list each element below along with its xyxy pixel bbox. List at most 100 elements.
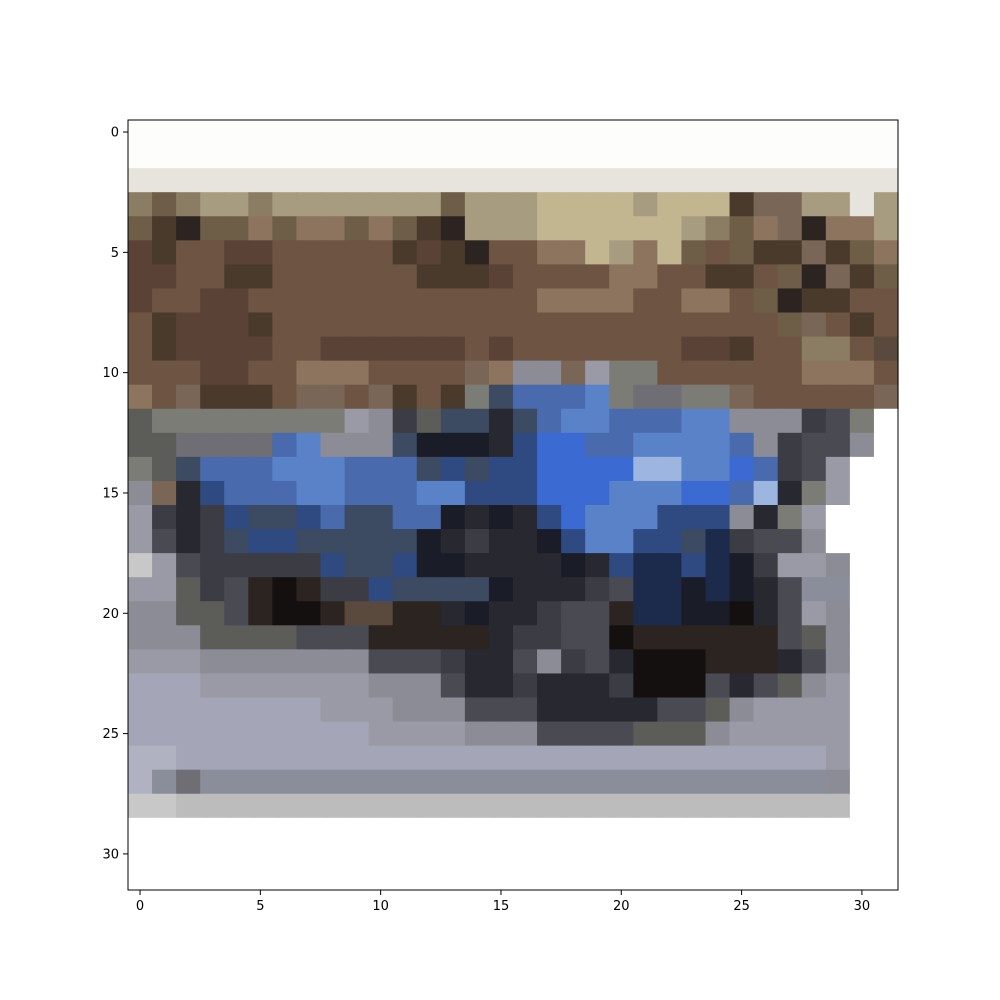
pixel [729,360,755,386]
pixel [392,192,418,217]
pixel [585,456,610,482]
pixel [224,336,249,362]
pixel [392,432,418,458]
pixel [320,456,346,482]
pixel [440,745,466,771]
pixel [392,817,418,843]
pixel [849,144,875,169]
pixel [320,625,346,650]
pixel [296,769,322,795]
pixel [416,553,442,578]
pixel [152,432,177,458]
pixel [873,721,899,747]
pixel [128,649,153,675]
pixel [248,649,273,675]
pixel [849,865,875,891]
pixel [825,673,851,699]
pixel [320,841,346,867]
pixel [368,480,394,506]
pixel [488,649,514,675]
y-axis: 0 5 10 15 20 25 30 [102,126,128,862]
pixel [224,649,249,675]
pixel [657,649,683,675]
pixel [729,793,755,819]
pixel [488,745,514,771]
pixel [176,192,201,217]
pixel [248,817,273,843]
pixel [657,360,683,386]
pixel [705,553,731,578]
pixel [561,817,586,843]
pixel [849,216,875,241]
pixel [537,456,562,482]
pixel [585,649,610,675]
pixel [849,625,875,650]
pixel [344,601,370,626]
pixel [200,769,225,795]
pixel [753,456,779,482]
pixel [296,601,322,626]
pixel [248,697,273,723]
pixel [609,336,634,362]
pixel [344,192,370,217]
pixel [609,577,634,602]
pixel [320,529,346,554]
pixel [753,601,779,626]
pixel [200,384,225,410]
pixel [128,577,153,602]
pixel [368,144,394,169]
pixel [705,456,731,482]
pixel [128,432,153,458]
pixel [705,360,731,386]
pixel [825,384,851,410]
pixel [777,288,803,314]
pixel [440,240,466,265]
pixel [224,216,249,241]
pixel [681,817,707,843]
pixel [128,721,153,747]
pixel [296,456,322,482]
pixel [128,769,153,795]
pixel-image [128,120,899,891]
pixel [296,529,322,554]
pixel [416,529,442,554]
pixel [873,384,899,410]
pixel [849,264,875,290]
pixel [825,360,851,386]
pixel [681,649,707,675]
pixel [176,120,201,145]
pixel [849,480,875,506]
pixel [200,529,225,554]
axes-frame [127,119,899,891]
pixel [128,505,153,530]
pixel [224,264,249,290]
pixel [464,312,490,338]
pixel [224,721,249,747]
pixel [537,697,562,723]
pixel [657,432,683,458]
pixel [873,288,899,314]
y-tick-label: 25 [102,727,119,742]
pixel [440,649,466,675]
pixel [753,769,779,795]
pixel [561,865,586,891]
pixel [464,456,490,482]
pixel [368,625,394,650]
pixel [488,216,514,241]
pixel [825,480,851,506]
pixel [681,865,707,891]
pixel [849,240,875,265]
pixel [657,601,683,626]
pixel [440,480,466,506]
pixel [272,505,298,530]
pixel [849,673,875,699]
pixel [248,529,273,554]
pixel [152,264,177,290]
pixel [873,168,899,193]
pixel [873,144,899,169]
pixel [633,432,658,458]
pixel [152,697,177,723]
pixel [272,793,298,819]
pixel [200,336,225,362]
pixel [705,168,731,193]
